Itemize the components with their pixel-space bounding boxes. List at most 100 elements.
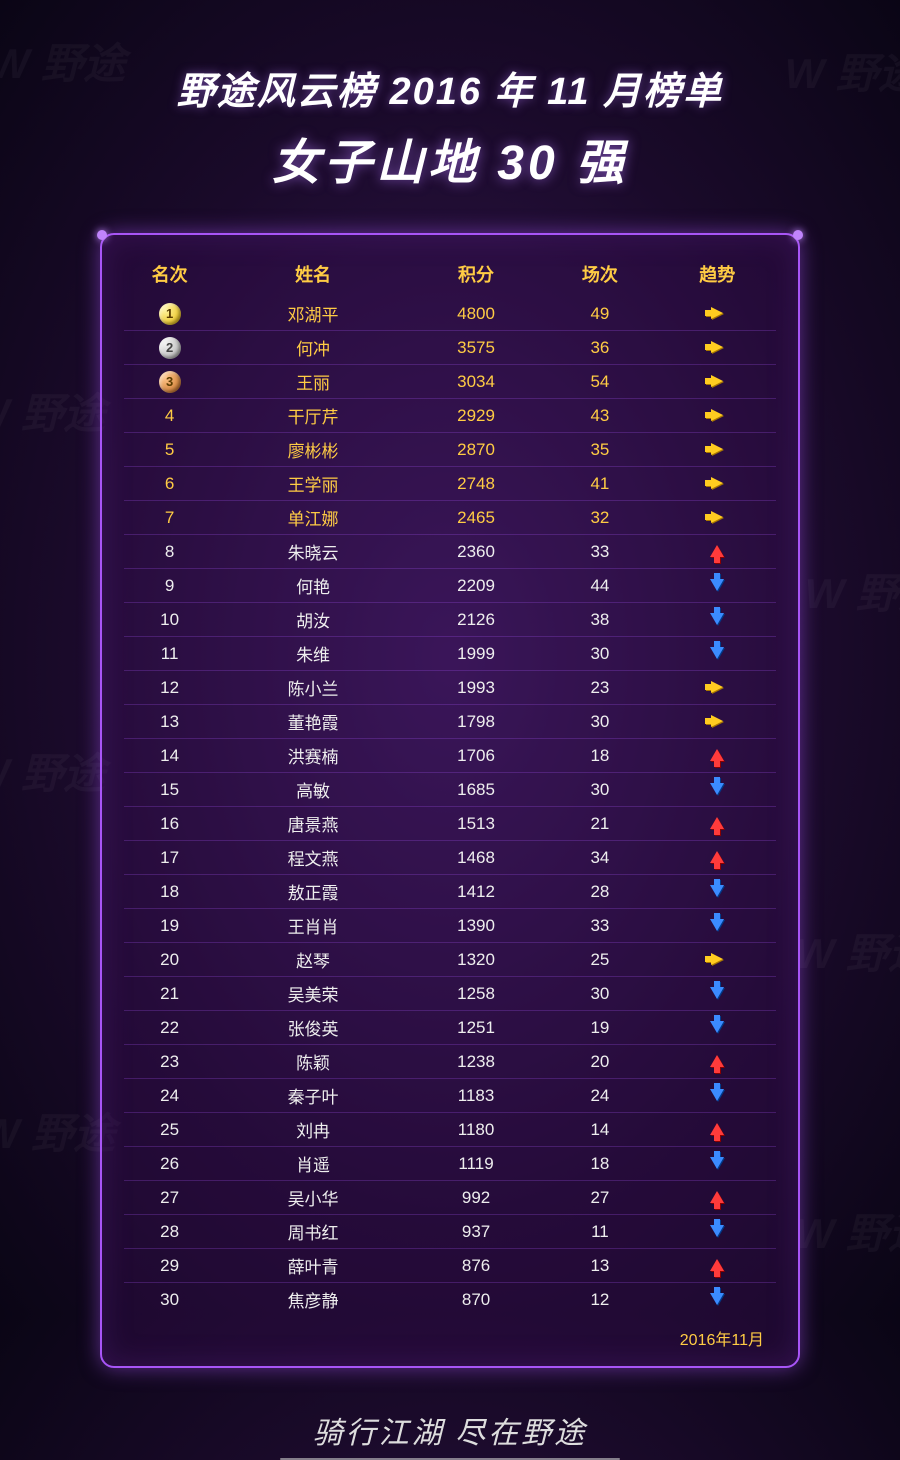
cell-rank: 16: [124, 807, 215, 841]
cell-games: 34: [541, 841, 658, 875]
cell-points: 1685: [411, 773, 541, 807]
cell-trend: [659, 331, 776, 365]
cell-trend: [659, 1215, 776, 1249]
trend-up-icon: [710, 1123, 724, 1135]
cell-name: 董艳霞: [215, 705, 411, 739]
cell-games: 19: [541, 1011, 658, 1045]
title-sub: 女子山地 30 强: [0, 123, 900, 193]
cell-rank: 18: [124, 875, 215, 909]
trend-down-icon: [710, 1157, 724, 1169]
trend-same-icon: [711, 681, 723, 693]
trend-same-icon: [711, 511, 723, 523]
cell-trend: [659, 807, 776, 841]
cell-trend: [659, 467, 776, 501]
cell-games: 14: [541, 1113, 658, 1147]
cell-rank: 12: [124, 671, 215, 705]
cell-rank: 9: [124, 569, 215, 603]
cell-games: 30: [541, 637, 658, 671]
cell-trend: [659, 875, 776, 909]
cell-rank: 17: [124, 841, 215, 875]
trend-same-icon: [711, 307, 723, 319]
cell-points: 1468: [411, 841, 541, 875]
cell-points: 1993: [411, 671, 541, 705]
cell-name: 吴小华: [215, 1181, 411, 1215]
trend-same-icon: [711, 953, 723, 965]
table-row: 2何冲357536: [124, 331, 776, 365]
cell-trend: [659, 739, 776, 773]
table-row: 6王学丽274841: [124, 467, 776, 501]
cell-games: 20: [541, 1045, 658, 1079]
cell-games: 11: [541, 1215, 658, 1249]
cell-name: 陈颖: [215, 1045, 411, 1079]
cell-rank: 27: [124, 1181, 215, 1215]
cell-trend: [659, 841, 776, 875]
cell-rank: 24: [124, 1079, 215, 1113]
cell-points: 1706: [411, 739, 541, 773]
cell-points: 2360: [411, 535, 541, 569]
medal-silver-icon: 2: [159, 337, 181, 359]
table-row: 18敖正霞141228: [124, 875, 776, 909]
cell-points: 870: [411, 1283, 541, 1317]
table-row: 14洪赛楠170618: [124, 739, 776, 773]
cell-trend: [659, 1249, 776, 1283]
trend-down-icon: [710, 579, 724, 591]
cell-trend: [659, 1113, 776, 1147]
col-points: 积分: [411, 253, 541, 297]
cell-points: 2870: [411, 433, 541, 467]
cell-points: 1183: [411, 1079, 541, 1113]
medal-bronze-icon: 3: [159, 371, 181, 393]
cell-trend: [659, 399, 776, 433]
header: 野途风云榜 2016 年 11 月榜单 女子山地 30 强: [0, 0, 900, 193]
cell-name: 邓湖平: [215, 297, 411, 331]
table-row: 1邓湖平480049: [124, 297, 776, 331]
cell-trend: [659, 603, 776, 637]
table-row: 20赵琴132025: [124, 943, 776, 977]
col-name: 姓名: [215, 253, 411, 297]
trend-up-icon: [710, 545, 724, 557]
cell-games: 13: [541, 1249, 658, 1283]
cell-games: 28: [541, 875, 658, 909]
cell-games: 33: [541, 909, 658, 943]
cell-rank: 4: [124, 399, 215, 433]
cell-trend: [659, 535, 776, 569]
trend-down-icon: [710, 885, 724, 897]
cell-points: 2929: [411, 399, 541, 433]
trend-up-icon: [710, 1055, 724, 1067]
table-row: 25刘冉118014: [124, 1113, 776, 1147]
cell-rank: 25: [124, 1113, 215, 1147]
cell-points: 992: [411, 1181, 541, 1215]
cell-name: 朱晓云: [215, 535, 411, 569]
medal-gold-icon: 1: [159, 303, 181, 325]
cell-points: 1390: [411, 909, 541, 943]
trend-down-icon: [710, 783, 724, 795]
trend-up-icon: [710, 817, 724, 829]
cell-points: 2465: [411, 501, 541, 535]
cell-trend: [659, 773, 776, 807]
cell-rank: 28: [124, 1215, 215, 1249]
col-rank: 名次: [124, 253, 215, 297]
cell-games: 44: [541, 569, 658, 603]
cell-games: 24: [541, 1079, 658, 1113]
cell-games: 27: [541, 1181, 658, 1215]
cell-rank: 2: [124, 331, 215, 365]
cell-points: 876: [411, 1249, 541, 1283]
cell-name: 单江娜: [215, 501, 411, 535]
cell-name: 唐景燕: [215, 807, 411, 841]
cell-name: 敖正霞: [215, 875, 411, 909]
cell-name: 干厅芹: [215, 399, 411, 433]
cell-rank: 13: [124, 705, 215, 739]
cell-points: 1251: [411, 1011, 541, 1045]
cell-points: 1180: [411, 1113, 541, 1147]
table-row: 16唐景燕151321: [124, 807, 776, 841]
table-row: 30焦彦静87012: [124, 1283, 776, 1317]
cell-rank: 7: [124, 501, 215, 535]
table-row: 5廖彬彬287035: [124, 433, 776, 467]
cell-games: 36: [541, 331, 658, 365]
cell-rank: 15: [124, 773, 215, 807]
cell-games: 38: [541, 603, 658, 637]
cell-rank: 1: [124, 297, 215, 331]
cell-rank: 11: [124, 637, 215, 671]
cell-trend: [659, 1283, 776, 1317]
cell-rank: 29: [124, 1249, 215, 1283]
cell-games: 30: [541, 705, 658, 739]
